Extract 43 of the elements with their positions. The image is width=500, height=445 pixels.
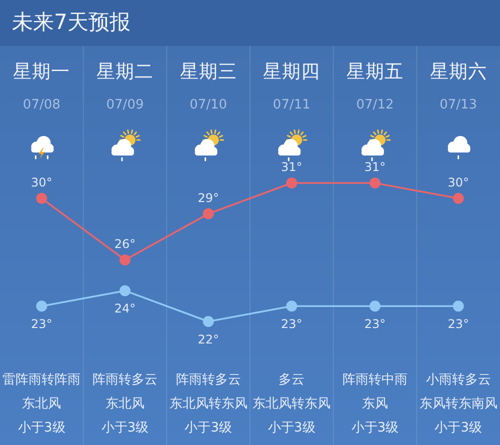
annotation: 小于3级 [268,420,316,436]
data-label: 31° [364,160,386,174]
x-tick-label: 07/10 [190,98,228,112]
annotation: 小于3级 [101,420,149,436]
annotation: 多云 [278,372,305,388]
x-tick-label: 07/11 [272,98,310,112]
data-label: 22° [198,332,219,346]
data-label: 23° [281,317,302,332]
x-tick-label: 星期一 [13,62,70,82]
annotation: 小于3级 [351,420,399,436]
x-tick-label: 星期六 [430,62,487,82]
data-label: 23° [364,317,386,332]
title: 未来7天预报 [12,10,130,34]
annotation: 小于3级 [184,420,232,436]
annotation: 小于3级 [434,420,482,436]
x-tick-label: 07/13 [440,98,478,112]
annotation: 雷阵雨转阵雨 [2,372,81,388]
annotation: 小于3级 [18,420,66,436]
annotation: 东风转东南风 [419,396,498,412]
annotation: 小雨转多云 [426,372,491,388]
data-label: 23° [31,317,52,332]
annotation: 阵雨转多云 [92,372,158,388]
annotation: 阵雨转多云 [176,372,241,388]
x-tick-label: 07/08 [22,98,60,112]
x-tick-label: 星期二 [96,62,154,82]
data-label: 24° [114,302,136,316]
annotation: 东北风转东风 [252,396,331,412]
x-tick-label: 07/12 [356,98,394,112]
annotation: 东北风 [22,396,62,412]
data-label: 30° [31,175,52,190]
data-label: 30° [448,175,469,190]
annotation: 阵雨转中雨 [342,372,408,388]
x-tick-label: 星期四 [263,62,320,82]
annotation: 东北风转东风 [169,396,248,412]
x-tick-label: 星期三 [180,62,237,82]
annotation: 东北风 [106,396,144,412]
data-label: 29° [198,190,219,205]
data-label: 31° [281,160,302,174]
data-label: 23° [448,317,469,332]
x-tick-label: 07/09 [106,98,144,112]
x-tick-label: 星期五 [346,62,404,82]
annotation: 东风 [362,396,388,412]
data-label: 26° [114,236,136,251]
